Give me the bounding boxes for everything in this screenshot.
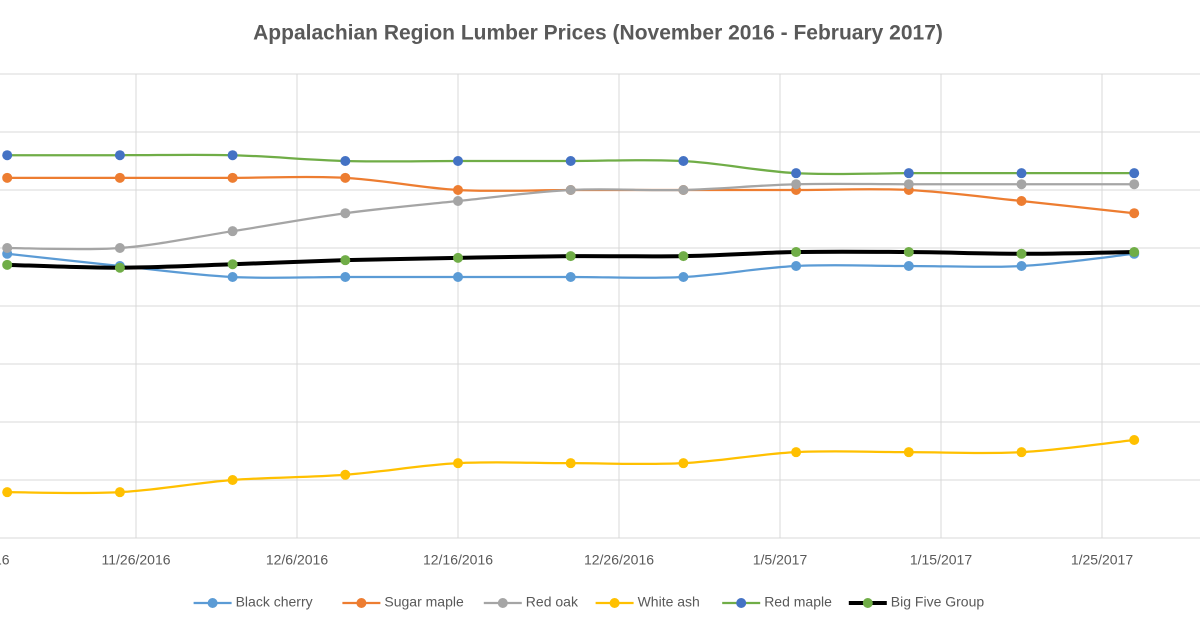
- legend-marker: [497, 598, 508, 608]
- data-point: [340, 208, 351, 219]
- data-point: [453, 458, 463, 469]
- data-point: [565, 156, 576, 166]
- x-tick-label: 1/5/2017: [753, 552, 808, 568]
- data-point: [340, 272, 351, 282]
- series-line: [7, 175, 1135, 215]
- x-tick-label: 1/25/2017: [1071, 552, 1133, 568]
- data-point: [903, 247, 914, 258]
- data-point: [1016, 179, 1027, 190]
- x-tick-label: 12/16/2016: [423, 552, 493, 568]
- legend-label: Big Five Group: [891, 594, 985, 610]
- data-point: [678, 272, 689, 282]
- legend-label: Red maple: [764, 594, 832, 610]
- data-point: [227, 150, 238, 161]
- legend-marker: [207, 598, 218, 608]
- data-point: [1016, 168, 1027, 179]
- legend-label: Red oak: [526, 594, 579, 610]
- data-point: [227, 259, 238, 270]
- legend-label: Black cherry: [236, 594, 313, 610]
- data-point: [791, 179, 802, 190]
- data-point: [565, 272, 576, 282]
- legend-marker: [356, 598, 367, 608]
- data-point: [678, 458, 689, 469]
- data-point: [340, 156, 351, 166]
- data-point: [114, 262, 125, 273]
- data-point: [1016, 196, 1027, 207]
- data-point: [1016, 260, 1027, 271]
- data-point: [678, 251, 689, 262]
- x-tick-label: 12/6/2016: [266, 552, 328, 568]
- data-point: [903, 168, 914, 179]
- data-point: [340, 469, 351, 480]
- data-point: [453, 272, 463, 282]
- data-point: [227, 226, 238, 237]
- data-point: [2, 259, 13, 270]
- data-point: [114, 243, 125, 253]
- data-point: [1016, 248, 1027, 259]
- data-point: [114, 150, 125, 161]
- data-point: [1129, 208, 1140, 219]
- data-point: [565, 458, 576, 469]
- data-point: [791, 168, 802, 179]
- data-point: [114, 172, 125, 183]
- data-point: [114, 487, 125, 498]
- data-point: [1129, 179, 1140, 190]
- data-point: [340, 255, 351, 266]
- x-tick-label: 1/15/2017: [910, 552, 972, 568]
- data-point: [340, 172, 351, 183]
- legend-marker: [609, 598, 620, 608]
- chart-title: Appalachian Region Lumber Prices (Novemb…: [253, 22, 943, 45]
- x-tick-label: 11/26/2016: [101, 552, 170, 568]
- data-point: [678, 156, 689, 166]
- data-point: [791, 447, 802, 458]
- data-point: [791, 247, 802, 258]
- legend-label: White ash: [638, 594, 700, 610]
- data-point: [2, 487, 13, 498]
- data-point: [1129, 247, 1140, 258]
- data-point: [453, 252, 463, 263]
- legend-marker: [862, 598, 873, 608]
- data-point: [227, 475, 238, 485]
- legend-label: Sugar maple: [384, 594, 464, 610]
- data-point: [453, 185, 463, 195]
- x-tick-label: 11/16/2016: [0, 552, 10, 568]
- data-point: [903, 447, 914, 458]
- legend-marker: [736, 598, 747, 608]
- data-point: [903, 260, 914, 271]
- data-point: [678, 185, 689, 195]
- data-point: [227, 272, 238, 282]
- data-point: [2, 243, 13, 253]
- data-point: [453, 196, 463, 207]
- data-point: [791, 260, 802, 271]
- data-point: [565, 185, 576, 195]
- data-point: [903, 179, 914, 190]
- data-point: [227, 172, 238, 183]
- data-point: [2, 150, 13, 161]
- data-point: [2, 172, 13, 183]
- data-point: [1016, 447, 1027, 458]
- x-tick-label: 12/26/2016: [584, 552, 654, 568]
- data-point: [453, 156, 463, 166]
- data-point: [565, 251, 576, 262]
- data-point: [1129, 434, 1140, 445]
- data-point: [1129, 168, 1140, 179]
